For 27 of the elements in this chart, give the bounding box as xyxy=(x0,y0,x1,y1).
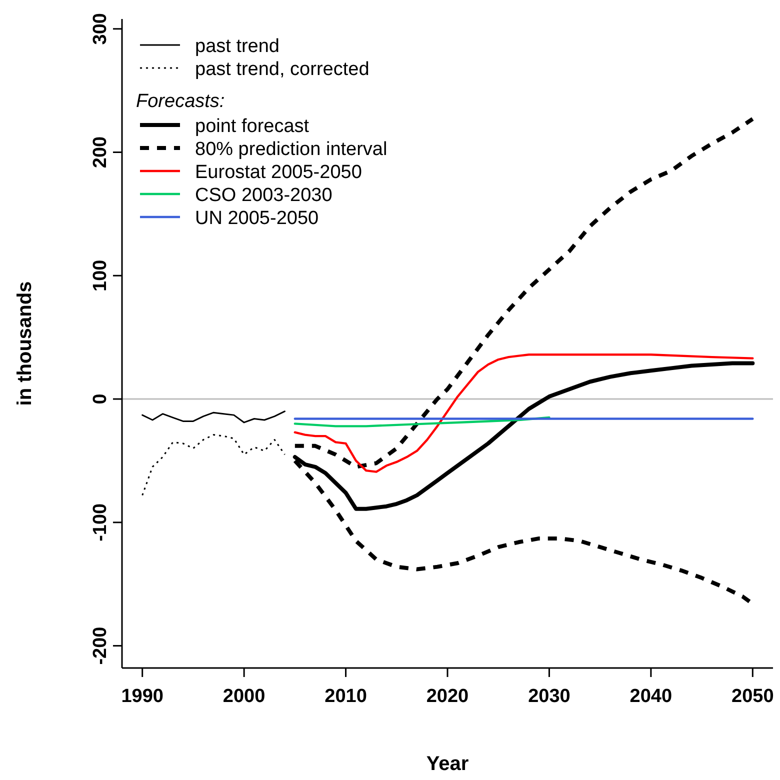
legend-label: past trend xyxy=(195,36,280,57)
x-tick-label: 2050 xyxy=(732,686,774,707)
legend-label: past trend, corrected xyxy=(195,59,370,80)
line-series xyxy=(142,434,286,496)
y-axis-title: in thousands xyxy=(14,281,36,406)
x-tick-label: 2020 xyxy=(426,686,469,707)
y-tick-label: -200 xyxy=(90,626,111,665)
y-tick-label: 100 xyxy=(90,260,111,292)
x-tick-label: 2030 xyxy=(528,686,570,707)
legend-label: CSO 2003-2030 xyxy=(195,185,332,206)
x-tick-label: 1990 xyxy=(121,686,164,707)
x-tick-label: 2000 xyxy=(222,686,266,707)
legend-label: UN 2005-2050 xyxy=(195,208,319,229)
legend-label: Eurostat 2005-2050 xyxy=(195,162,362,183)
y-tick-label: 0 xyxy=(90,394,111,404)
x-tick-label: 2040 xyxy=(630,686,672,707)
legend-title: Forecasts: xyxy=(136,91,225,112)
x-axis-title: Year xyxy=(426,753,469,775)
line-series xyxy=(142,410,286,424)
line-series xyxy=(294,416,550,428)
legend-label: 80% prediction interval xyxy=(195,139,388,160)
x-tick-label: 2010 xyxy=(324,686,367,707)
y-tick-label: 300 xyxy=(90,13,111,45)
legend-label: point forecast xyxy=(195,116,310,137)
y-tick-label: -100 xyxy=(90,503,111,542)
line-series xyxy=(294,354,754,473)
y-tick-label: 200 xyxy=(90,136,111,168)
